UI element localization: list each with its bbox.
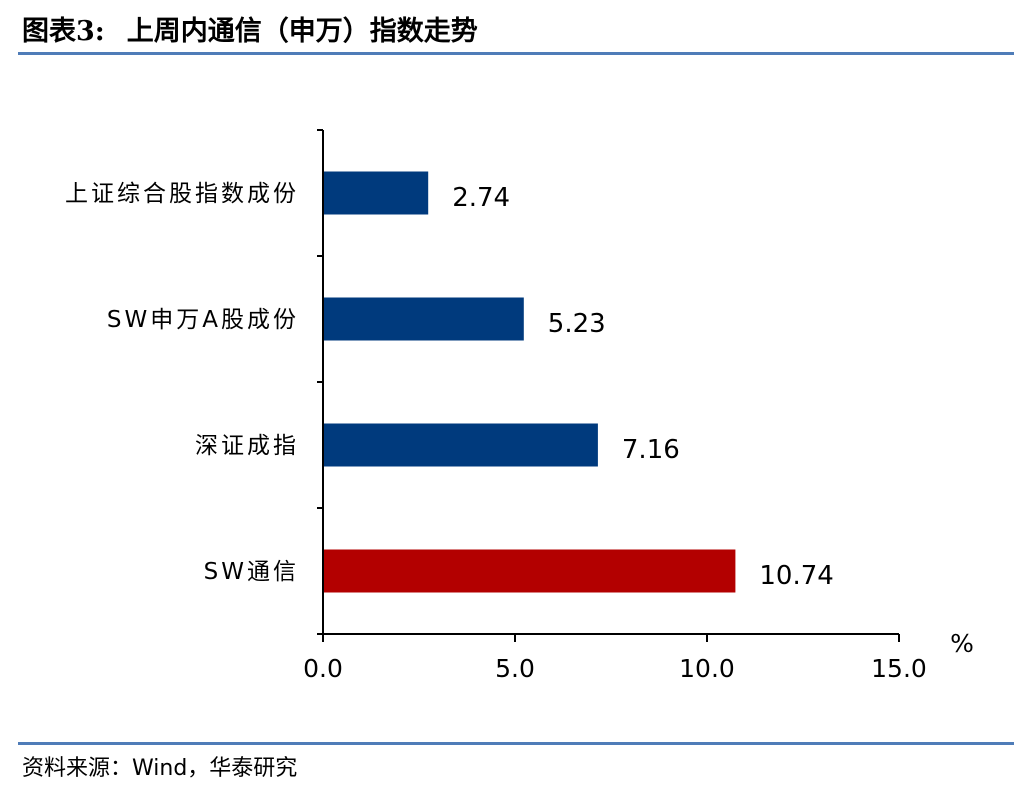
- bar-value-label: 7.16: [622, 435, 680, 465]
- figure-title: 图表3: 上周内通信（申万）指数走势: [22, 14, 478, 50]
- bar-value-label: 5.23: [548, 309, 606, 339]
- category-label: SW通信: [204, 559, 299, 585]
- figure-title-text: 上周内通信（申万）指数走势: [126, 16, 478, 47]
- x-unit-label: %: [950, 629, 974, 658]
- category-label: 深证成指: [195, 433, 299, 459]
- bar: [323, 549, 736, 593]
- category-label: SW申万A股成份: [107, 307, 299, 333]
- bar: [323, 423, 598, 467]
- category-label: 上证综合股指数成份: [65, 181, 299, 207]
- x-tick-label: 15.0: [871, 654, 927, 683]
- source-rule: [18, 742, 1014, 745]
- x-tick-label: 10.0: [679, 654, 735, 683]
- bar-value-label: 10.74: [759, 561, 833, 591]
- bar-value-label: 2.74: [452, 183, 510, 213]
- x-tick-label: 0.0: [303, 654, 343, 683]
- bar: [323, 171, 429, 215]
- title-rule: [18, 52, 1014, 55]
- bar: [323, 297, 524, 341]
- figure-number: 图表3:: [22, 16, 105, 47]
- source-note: 资料来源：Wind，华泰研究: [22, 756, 298, 781]
- x-tick-label: 5.0: [495, 654, 535, 683]
